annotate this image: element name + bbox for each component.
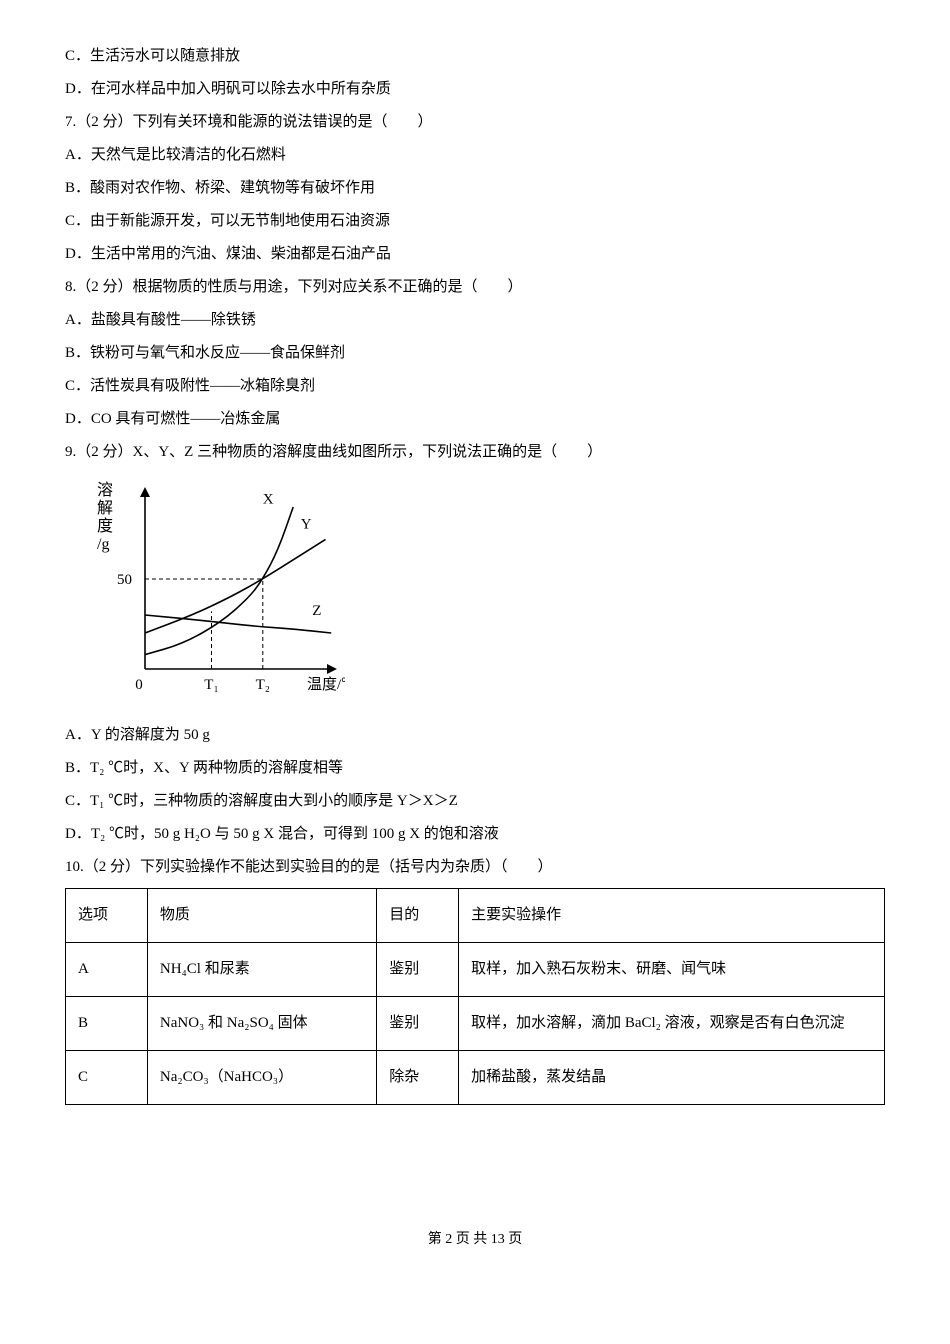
- svg-text:度: 度: [97, 517, 113, 535]
- text-line-top-5: C．由于新能源开发，可以无节制地使用石油资源: [65, 205, 885, 238]
- text-line-mid-2: C．T₁ ℃时，三种物质的溶解度由大到小的顺序是 Y＞X＞Z: [65, 785, 885, 818]
- svg-text:解: 解: [97, 499, 113, 517]
- table-header-3: 主要实验操作: [459, 889, 885, 943]
- svg-text:温度/℃: 温度/℃: [307, 676, 345, 693]
- table-cell-2-2: 除杂: [377, 1051, 459, 1105]
- table-cell-1-2: 鉴别: [377, 997, 459, 1051]
- svg-text:T₂: T₂: [256, 677, 270, 693]
- text-line-mid-0: A．Y 的溶解度为 50 g: [65, 719, 885, 752]
- text-line-top-3: A．天然气是比较清洁的化石燃料: [65, 139, 885, 172]
- table-cell-0-2: 鉴别: [377, 943, 459, 997]
- text-line-top-2: 7.（2 分）下列有关环境和能源的说法错误的是（ ）: [65, 106, 885, 139]
- text-line-top-6: D．生活中常用的汽油、煤油、柴油都是石油产品: [65, 238, 885, 271]
- table-cell-1-3: 取样，加水溶解，滴加 BaCl₂ 溶液，观察是否有白色沉淀: [459, 997, 885, 1051]
- table-header-0: 选项: [66, 889, 148, 943]
- text-line-top-11: D．CO 具有可燃性——冶炼金属: [65, 403, 885, 436]
- svg-text:/g: /g: [97, 536, 109, 553]
- text-line-top-7: 8.（2 分）根据物质的性质与用途，下列对应关系不正确的是（ ）: [65, 271, 885, 304]
- text-line-mid-4: 10.（2 分）下列实验操作不能达到实验目的的是（括号内为杂质）（ ）: [65, 851, 885, 884]
- table-cell-0-1: NH₄Cl 和尿素: [147, 943, 376, 997]
- experiment-table: 选项物质目的主要实验操作 ANH₄Cl 和尿素鉴别取样，加入熟石灰粉末、研磨、闻…: [65, 888, 885, 1105]
- svg-text:溶: 溶: [97, 481, 113, 499]
- table-cell-2-0: C: [66, 1051, 148, 1105]
- table-cell-1-1: NaNO₃ 和 Na₂SO₄ 固体: [147, 997, 376, 1051]
- svg-text:X: X: [263, 491, 274, 507]
- text-line-top-9: B．铁粉可与氧气和水反应——食品保鲜剂: [65, 337, 885, 370]
- svg-text:0: 0: [135, 677, 143, 693]
- table-cell-1-0: B: [66, 997, 148, 1051]
- table-cell-0-3: 取样，加入熟石灰粉末、研磨、闻气味: [459, 943, 885, 997]
- table-row: ANH₄Cl 和尿素鉴别取样，加入熟石灰粉末、研磨、闻气味: [66, 943, 885, 997]
- table-row: CNa₂CO₃（NaHCO₃）除杂加稀盐酸，蒸发结晶: [66, 1051, 885, 1105]
- text-line-top-0: C．生活污水可以随意排放: [65, 40, 885, 73]
- text-line-mid-3: D．T₂ ℃时，50 g H₂O 与 50 g X 混合，可得到 100 g X…: [65, 818, 885, 851]
- svg-text:T₁: T₁: [204, 677, 218, 693]
- svg-text:Z: Z: [312, 603, 321, 619]
- text-line-top-1: D．在河水样品中加入明矾可以除去水中所有杂质: [65, 73, 885, 106]
- table-row: BNaNO₃ 和 Na₂SO₄ 固体鉴别取样，加水溶解，滴加 BaCl₂ 溶液，…: [66, 997, 885, 1051]
- table-cell-2-1: Na₂CO₃（NaHCO₃）: [147, 1051, 376, 1105]
- text-line-top-4: B．酸雨对农作物、桥梁、建筑物等有破坏作用: [65, 172, 885, 205]
- text-line-top-8: A．盐酸具有酸性——除铁锈: [65, 304, 885, 337]
- text-line-mid-1: B．T₂ ℃时，X、Y 两种物质的溶解度相等: [65, 752, 885, 785]
- text-line-top-10: C．活性炭具有吸附性——冰箱除臭剂: [65, 370, 885, 403]
- table-cell-2-3: 加稀盐酸，蒸发结晶: [459, 1051, 885, 1105]
- svg-text:50: 50: [117, 572, 132, 588]
- svg-text:Y: Y: [301, 517, 312, 533]
- table-cell-0-0: A: [66, 943, 148, 997]
- solubility-chart: 溶解度/g 50 0 T₁ T₂ 温度/℃ X Y Z: [85, 479, 885, 709]
- table-header-1: 物质: [147, 889, 376, 943]
- page-footer: 第 2 页 共 13 页: [65, 1225, 885, 1256]
- table-header-2: 目的: [377, 889, 459, 943]
- text-line-top-12: 9.（2 分）X、Y、Z 三种物质的溶解度曲线如图所示，下列说法正确的是（ ）: [65, 436, 885, 469]
